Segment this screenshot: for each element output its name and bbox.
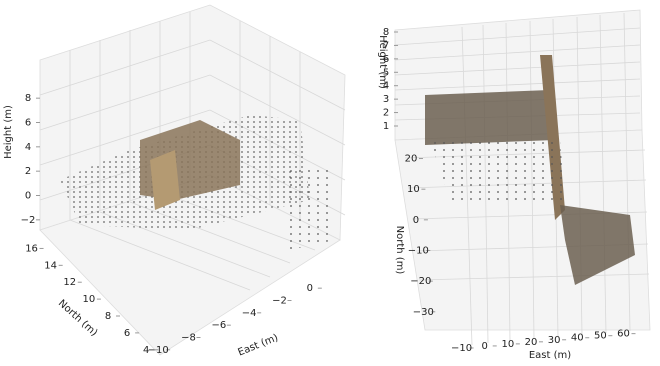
z-tick-label: 4 bbox=[25, 142, 31, 153]
y-tick-label: 12 bbox=[63, 277, 76, 288]
x-axis-label: East (m) bbox=[529, 350, 571, 361]
y-tick-label: −20 bbox=[410, 276, 431, 287]
point-cloud bbox=[290, 170, 335, 250]
y-axis-label: North (m) bbox=[394, 226, 405, 275]
z-axis-label: Height (m) bbox=[3, 105, 14, 159]
y-tick-label: 8 bbox=[105, 311, 111, 322]
y-tick-label: 6 bbox=[124, 328, 130, 339]
x-tick-label: −4 bbox=[242, 308, 257, 319]
x-tick-label: 60 bbox=[617, 329, 630, 340]
y-tick-label: −10 bbox=[408, 245, 429, 256]
x-tick-label: −10 bbox=[451, 343, 472, 354]
y-tick-label: −30 bbox=[413, 307, 434, 318]
x-tick-label: −2 bbox=[272, 296, 287, 307]
z-tick-label: 2 bbox=[25, 166, 31, 177]
x-tick-label: 30 bbox=[548, 335, 561, 346]
y-tick-label: 10 bbox=[407, 184, 420, 195]
z-tick-label: 0 bbox=[25, 191, 31, 202]
right-panel bbox=[395, 10, 650, 345]
z-tick-label: −2 bbox=[21, 215, 36, 226]
x-tick-label: 0 bbox=[307, 283, 313, 294]
x-axis-label: East (m) bbox=[237, 332, 280, 358]
y-tick-label: 14 bbox=[44, 260, 57, 271]
y-tick-label: 20 bbox=[405, 154, 418, 165]
point-cloud-color bbox=[425, 90, 555, 145]
x-tick-label: −6 bbox=[211, 320, 226, 331]
y-tick-label: 0 bbox=[413, 215, 419, 226]
y-tick-label: 4 bbox=[143, 345, 149, 356]
z-tick-label: 2 bbox=[383, 108, 389, 119]
z-tick-label: 3 bbox=[383, 94, 389, 105]
x-tick-label: −8 bbox=[181, 333, 196, 344]
z-axis-label: Height (m) bbox=[377, 35, 388, 89]
point-cloud bbox=[430, 140, 565, 200]
x-tick-label: 40 bbox=[571, 333, 584, 344]
x-tick-label: 20 bbox=[525, 337, 538, 348]
x-tick-label: 50 bbox=[594, 331, 607, 342]
x-tick-label: −10 bbox=[148, 345, 169, 356]
z-tick-label: 1 bbox=[383, 121, 389, 132]
z-tick-label: 8 bbox=[25, 93, 31, 104]
x-tick-label: 10 bbox=[501, 339, 514, 350]
y-tick-label: 10 bbox=[83, 294, 96, 305]
z-tick-label: 6 bbox=[25, 118, 31, 129]
point-cloud-color bbox=[150, 150, 180, 210]
x-tick-label: 0 bbox=[482, 341, 488, 352]
figure: −10−8−6−4−20East (m)46810121416North (m)… bbox=[0, 0, 660, 362]
y-tick-label: 16 bbox=[25, 243, 38, 254]
